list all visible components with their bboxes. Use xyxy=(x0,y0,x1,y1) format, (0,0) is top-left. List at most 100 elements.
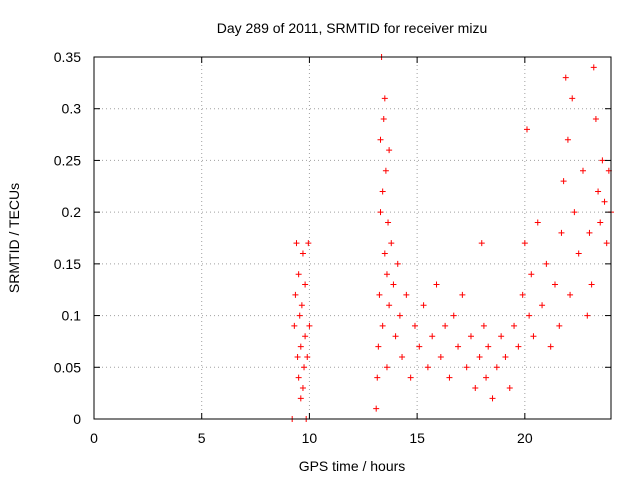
data-point xyxy=(297,343,304,350)
data-point xyxy=(306,322,313,329)
y-tick-label: 0 xyxy=(73,411,81,427)
y-tick-label: 0.3 xyxy=(62,101,82,117)
x-axis-label: GPS time / hours xyxy=(299,458,406,474)
data-point xyxy=(299,250,306,257)
data-point xyxy=(519,291,526,298)
chart-title: Day 289 of 2011, SRMTID for receiver miz… xyxy=(217,20,488,36)
data-point xyxy=(296,312,303,319)
data-point xyxy=(569,95,576,102)
data-point xyxy=(388,240,395,247)
data-point xyxy=(560,178,567,185)
data-point xyxy=(571,209,578,216)
data-point xyxy=(382,167,389,174)
data-point xyxy=(480,322,487,329)
data-point xyxy=(588,281,595,288)
data-point xyxy=(603,240,610,247)
data-point xyxy=(416,343,423,350)
x-tick-label: 20 xyxy=(517,430,533,446)
data-point xyxy=(291,322,298,329)
data-point xyxy=(592,116,599,123)
data-point xyxy=(539,302,546,309)
data-point xyxy=(459,291,466,298)
data-point xyxy=(433,281,440,288)
data-point xyxy=(575,250,582,257)
data-points xyxy=(289,54,614,422)
y-tick-label: 0.15 xyxy=(54,256,81,272)
data-point xyxy=(302,281,309,288)
data-point xyxy=(463,364,470,371)
data-point xyxy=(498,333,505,340)
data-point xyxy=(437,353,444,360)
plot-frame xyxy=(93,56,612,420)
data-point xyxy=(392,333,399,340)
data-point xyxy=(424,364,431,371)
data-point xyxy=(376,291,383,298)
y-tick-labels: 0 0.05 0.1 0.15 0.2 0.25 0.3 0.35 xyxy=(54,49,81,427)
data-point xyxy=(472,384,479,391)
y-tick-label: 0.2 xyxy=(62,204,82,220)
data-point xyxy=(394,260,401,267)
data-point xyxy=(590,64,597,71)
data-point xyxy=(599,157,606,164)
data-point xyxy=(567,291,574,298)
data-point xyxy=(597,219,604,226)
data-point xyxy=(407,374,414,381)
data-point xyxy=(411,322,418,329)
data-point xyxy=(476,353,483,360)
data-point xyxy=(429,333,436,340)
data-point xyxy=(390,281,397,288)
data-point xyxy=(305,240,312,247)
data-point xyxy=(467,333,474,340)
data-point xyxy=(304,353,311,360)
y-tick-label: 0.05 xyxy=(54,359,81,375)
data-point xyxy=(526,312,533,319)
data-point xyxy=(564,136,571,143)
x-tick-label: 10 xyxy=(302,430,318,446)
data-point xyxy=(534,219,541,226)
data-point xyxy=(483,374,490,381)
data-point xyxy=(383,364,390,371)
data-point xyxy=(485,343,492,350)
data-point xyxy=(442,322,449,329)
data-point xyxy=(385,219,392,226)
data-point xyxy=(295,271,302,278)
y-tick-label: 0.25 xyxy=(54,152,81,168)
data-point xyxy=(502,353,509,360)
data-point xyxy=(521,240,528,247)
data-point xyxy=(374,374,381,381)
data-point xyxy=(377,209,384,216)
data-point xyxy=(528,271,535,278)
data-point xyxy=(383,271,390,278)
x-tick-label: 15 xyxy=(409,430,425,446)
data-point xyxy=(295,374,302,381)
data-point xyxy=(562,74,569,81)
data-point xyxy=(551,281,558,288)
data-point xyxy=(380,116,387,123)
data-point xyxy=(489,395,496,402)
data-point xyxy=(558,229,565,236)
axis-ticks xyxy=(93,56,611,420)
x-tick-labels: 0 5 10 15 20 xyxy=(90,430,533,446)
grid-lines xyxy=(94,57,611,419)
data-point xyxy=(396,312,403,319)
data-point xyxy=(493,364,500,371)
data-point xyxy=(595,188,602,195)
data-point xyxy=(543,260,550,267)
data-point xyxy=(297,395,304,402)
data-point xyxy=(523,126,530,133)
data-point xyxy=(375,343,382,350)
data-point xyxy=(420,302,427,309)
data-point xyxy=(379,188,386,195)
data-point xyxy=(530,333,537,340)
data-point xyxy=(478,240,485,247)
data-point xyxy=(399,353,406,360)
data-point xyxy=(386,302,393,309)
data-point xyxy=(511,322,518,329)
data-point xyxy=(294,353,301,360)
data-point xyxy=(586,229,593,236)
data-point xyxy=(381,250,388,257)
data-point xyxy=(379,322,386,329)
y-tick-label: 0.1 xyxy=(62,308,82,324)
data-point xyxy=(556,322,563,329)
